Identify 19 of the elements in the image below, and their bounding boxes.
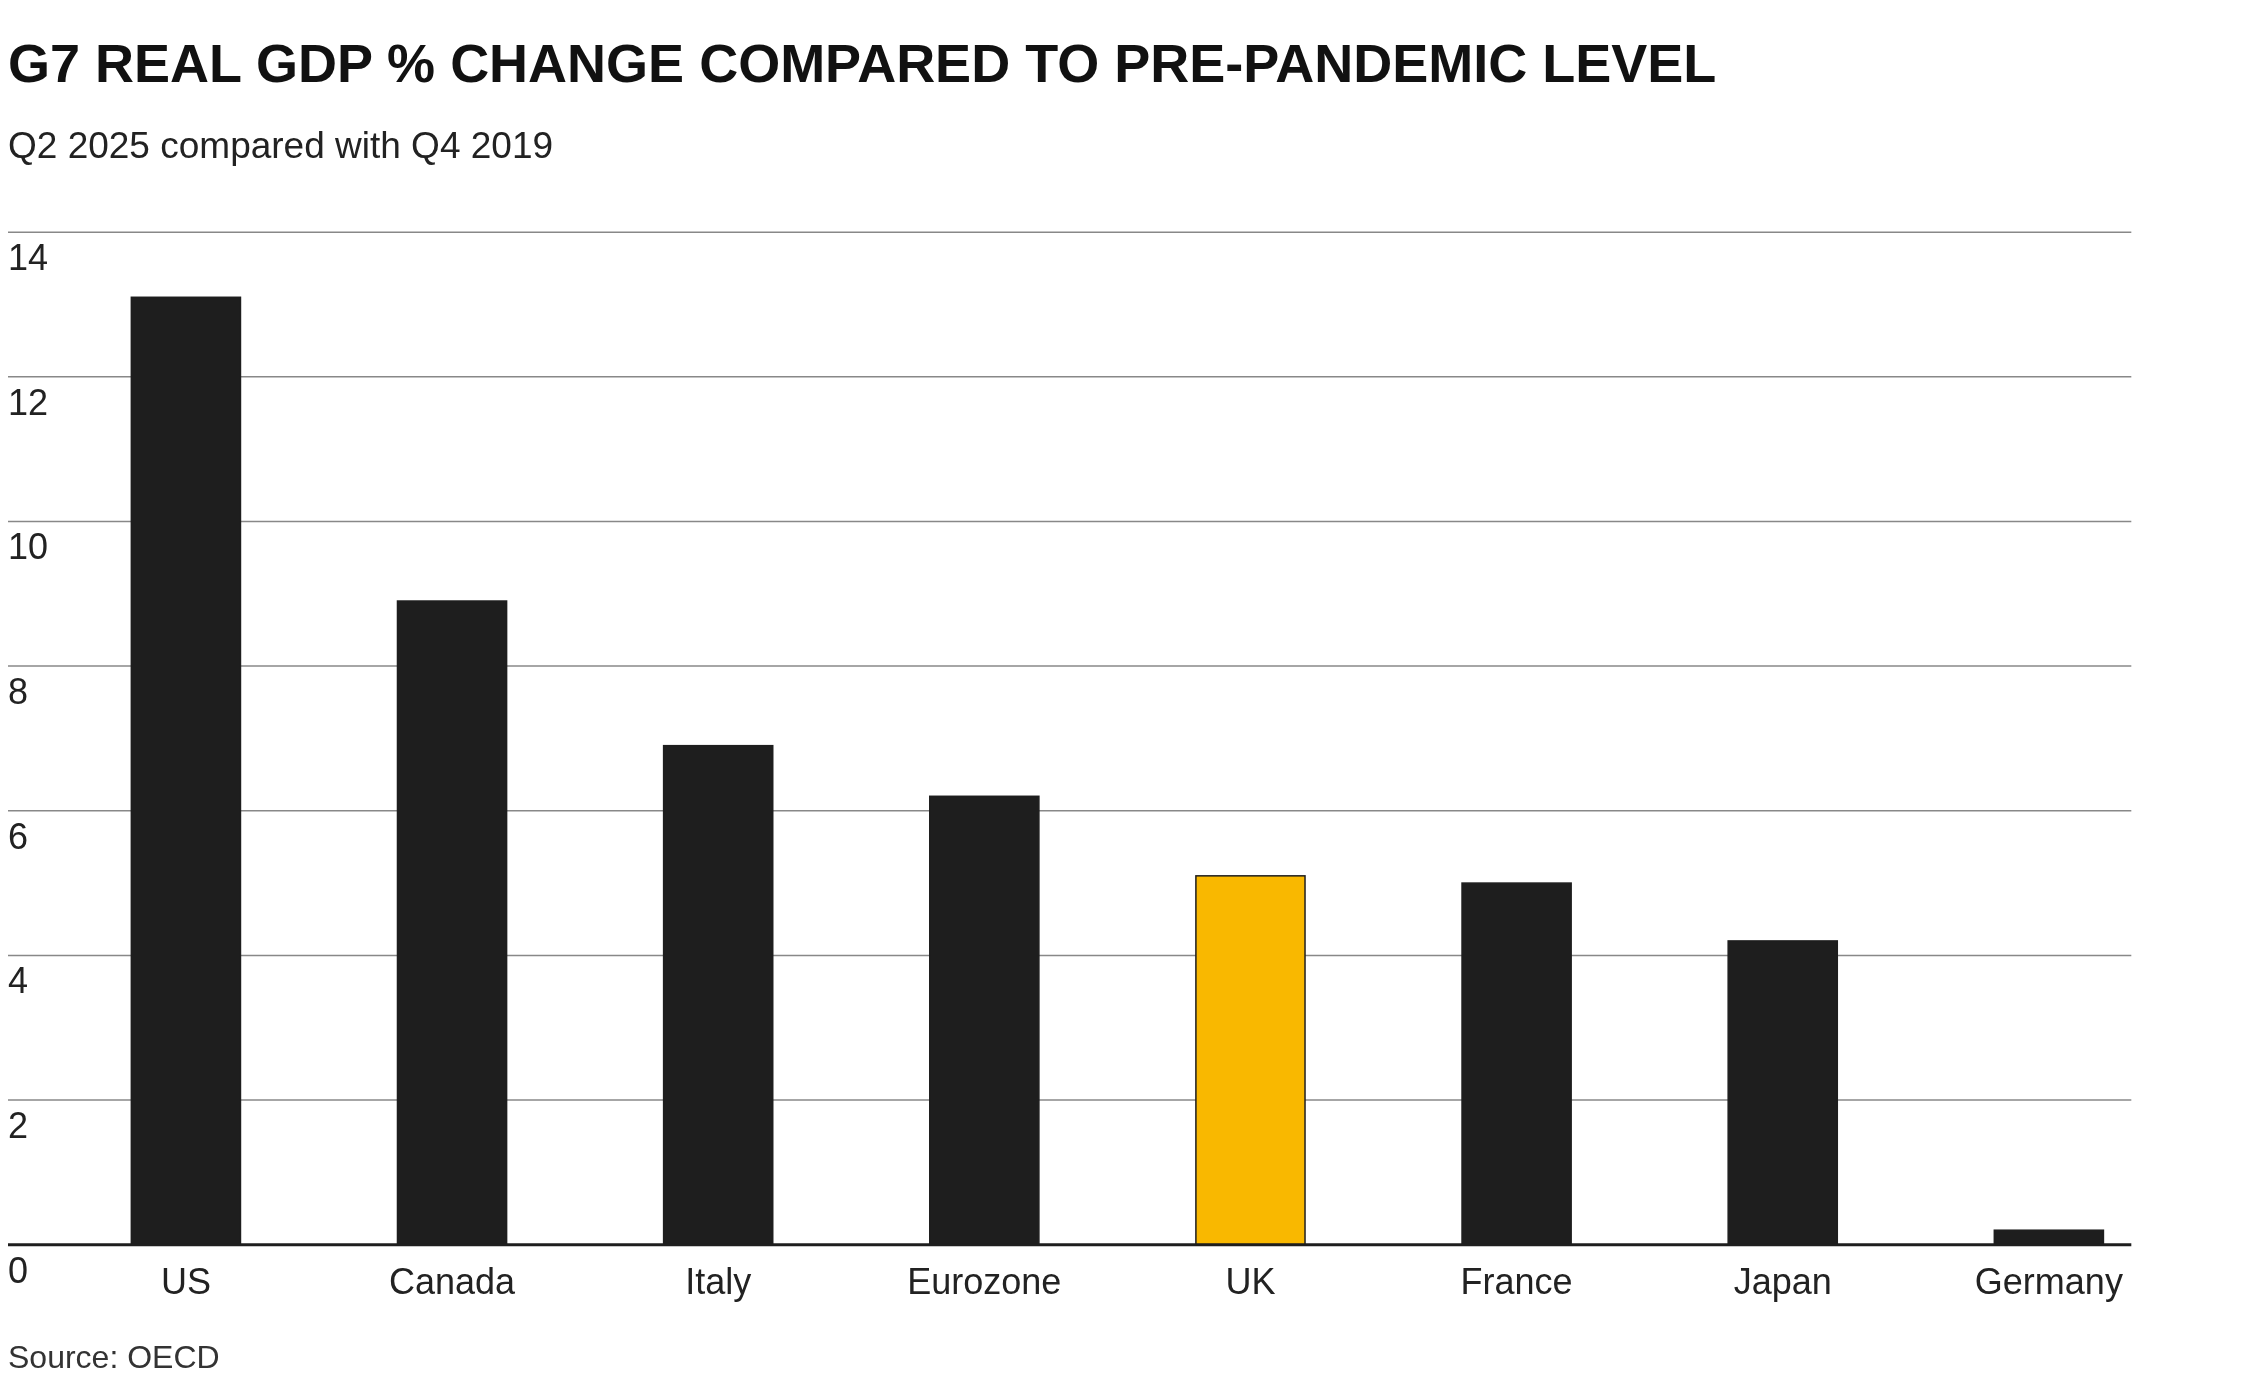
y-tick-label: 8	[8, 671, 29, 713]
y-tick-label: 6	[8, 815, 29, 857]
x-tick-label: France	[1460, 1260, 1573, 1302]
y-tick-label: 14	[8, 237, 49, 279]
x-tick-label: Japan	[1733, 1260, 1832, 1302]
chart-title: G7 REAL GDP % CHANGE COMPARED TO PRE-PANDEMIC LEVEL	[8, 33, 1717, 93]
chart-subtitle: Q2 2025 compared with Q4 2019	[8, 125, 554, 166]
y-tick-label: 0	[8, 1249, 29, 1291]
x-tick-label: Canada	[388, 1260, 517, 1302]
x-tick-label: US	[160, 1260, 211, 1302]
y-tick-label: 2	[8, 1105, 29, 1147]
x-tick-label: Eurozone	[907, 1260, 1062, 1302]
x-tick-label: UK	[1225, 1260, 1276, 1302]
x-tick-label: Germany	[1974, 1260, 2123, 1302]
x-tick-label: Italy	[685, 1260, 752, 1302]
y-tick-label: 10	[8, 526, 49, 568]
y-tick-label: 4	[8, 960, 29, 1002]
y-tick-label: 12	[8, 381, 49, 423]
source-note: Source: OECD	[8, 1339, 220, 1374]
